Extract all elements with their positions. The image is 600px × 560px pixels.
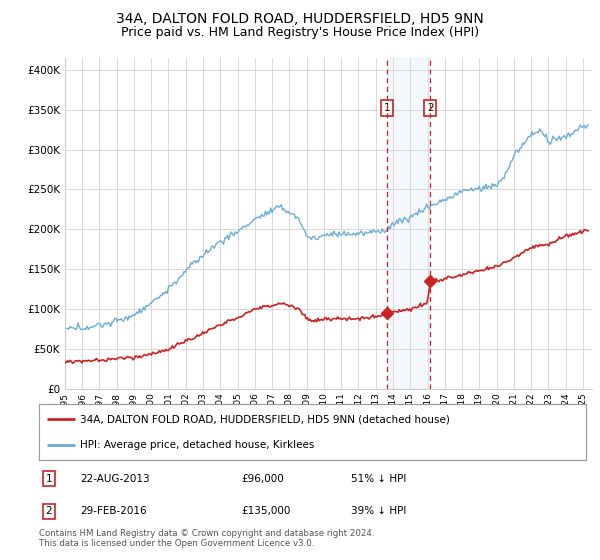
- Text: £135,000: £135,000: [241, 506, 291, 516]
- Text: Price paid vs. HM Land Registry's House Price Index (HPI): Price paid vs. HM Land Registry's House …: [121, 26, 479, 39]
- Text: Contains HM Land Registry data © Crown copyright and database right 2024.
This d: Contains HM Land Registry data © Crown c…: [39, 529, 374, 548]
- Text: 34A, DALTON FOLD ROAD, HUDDERSFIELD, HD5 9NN: 34A, DALTON FOLD ROAD, HUDDERSFIELD, HD5…: [116, 12, 484, 26]
- Text: 1: 1: [46, 474, 52, 484]
- Text: 22-AUG-2013: 22-AUG-2013: [80, 474, 149, 484]
- Text: 29-FEB-2016: 29-FEB-2016: [80, 506, 146, 516]
- Text: 51% ↓ HPI: 51% ↓ HPI: [351, 474, 406, 484]
- Text: HPI: Average price, detached house, Kirklees: HPI: Average price, detached house, Kirk…: [80, 440, 314, 450]
- Text: £96,000: £96,000: [241, 474, 284, 484]
- Text: 39% ↓ HPI: 39% ↓ HPI: [351, 506, 406, 516]
- Text: 1: 1: [383, 103, 390, 113]
- Text: 2: 2: [46, 506, 52, 516]
- Bar: [387, 58, 430, 389]
- Text: 34A, DALTON FOLD ROAD, HUDDERSFIELD, HD5 9NN (detached house): 34A, DALTON FOLD ROAD, HUDDERSFIELD, HD5…: [80, 414, 450, 424]
- Text: 2: 2: [427, 103, 434, 113]
